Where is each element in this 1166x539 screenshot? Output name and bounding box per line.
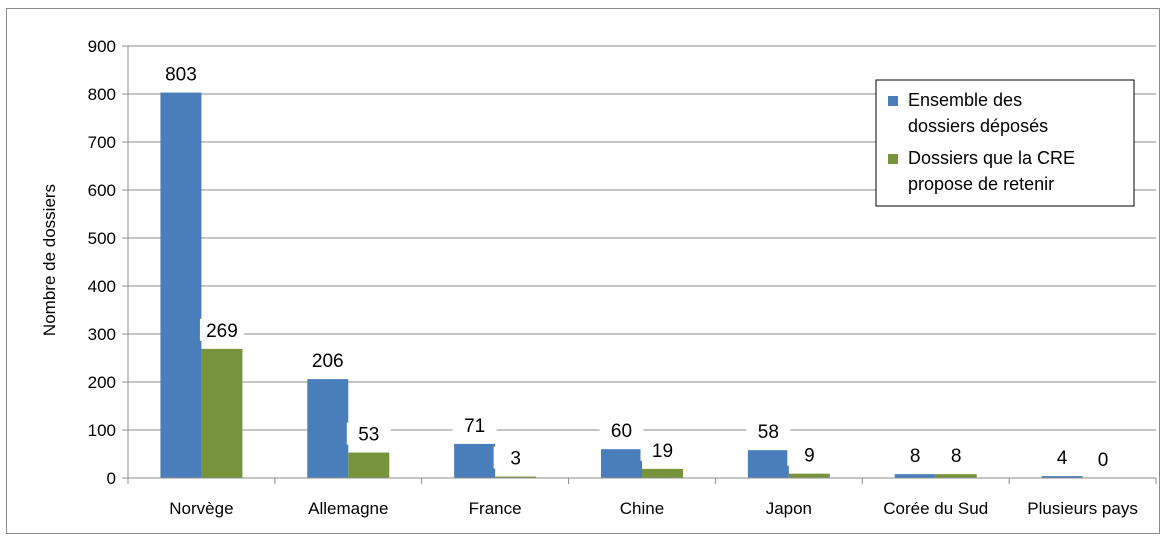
y-tick-label-800: 800 xyxy=(88,85,116,104)
data-label-backdrop-0-1 xyxy=(305,349,350,372)
x-tick-label-0: Norvège xyxy=(169,499,233,518)
y-tick-label-600: 600 xyxy=(88,181,116,200)
data-label-deposes-3: 60 xyxy=(611,421,632,442)
bar-deposes-6 xyxy=(1041,476,1083,478)
data-label-backdrop-1-6 xyxy=(1081,448,1126,470)
bar-deposes-0 xyxy=(160,92,202,478)
bar-deposes-4 xyxy=(747,450,789,478)
legend-box xyxy=(875,79,1135,207)
x-tick-label-6: Plusieurs pays xyxy=(1027,499,1138,518)
legend-label-0-0: Ensemble des xyxy=(908,90,1022,110)
data-label-deposes-6: 4 xyxy=(1057,448,1068,469)
data-label-backdrop-0-0 xyxy=(158,62,203,85)
legend-swatch-1 xyxy=(888,154,898,164)
y-tick-label-100: 100 xyxy=(88,421,116,440)
x-tick-label-1: Allemagne xyxy=(308,499,388,518)
data-label-deposes-4: 58 xyxy=(758,422,779,443)
legend-label-0-1: dossiers déposés xyxy=(908,116,1048,136)
data-label-backdrop-1-5 xyxy=(934,444,979,467)
bar-retenus-0 xyxy=(201,348,243,478)
y-tick-label-400: 400 xyxy=(88,277,116,296)
bar-deposes-3 xyxy=(601,449,642,478)
y-tick-label-300: 300 xyxy=(88,325,116,344)
bar-deposes-2 xyxy=(454,443,496,478)
bar-retenus-3 xyxy=(642,468,683,478)
data-label-deposes-5: 8 xyxy=(910,446,921,467)
bar-deposes-1 xyxy=(307,379,349,478)
data-label-deposes-0: 803 xyxy=(165,65,197,86)
legend-label-1-0: Dossiers que la CRE xyxy=(908,148,1075,168)
data-label-backdrop-1-0 xyxy=(199,318,244,341)
y-tick-label-200: 200 xyxy=(88,373,116,392)
data-labels: 803 269 206 53 71 3 60 19 58 9 8 8 4 0 xyxy=(158,62,1126,471)
data-label-retenus-0: 269 xyxy=(206,321,238,342)
x-tick-label-2: France xyxy=(469,499,522,518)
data-label-retenus-3: 19 xyxy=(652,441,673,462)
legend-label-1-1: propose de retenir xyxy=(908,174,1054,194)
data-label-backdrop-1-3 xyxy=(640,438,685,461)
y-tick-label-0: 0 xyxy=(107,469,116,488)
y-tick-label-700: 700 xyxy=(88,133,116,152)
data-label-retenus-1: 53 xyxy=(358,425,379,446)
legend: Ensemble des dossiers déposés Dossiers que… xyxy=(875,79,1135,207)
bar-retenus-5 xyxy=(935,474,977,478)
data-label-backdrop-0-4 xyxy=(746,420,791,443)
data-label-backdrop-0-2 xyxy=(452,413,497,436)
legend-swatch-0 xyxy=(888,96,898,106)
data-label-deposes-1: 206 xyxy=(312,351,344,372)
data-label-backdrop-1-2 xyxy=(493,446,538,469)
data-label-retenus-5: 8 xyxy=(951,446,962,467)
bar-retenus-1 xyxy=(348,452,390,478)
data-label-backdrop-1-4 xyxy=(787,443,832,466)
bar-retenus-2 xyxy=(495,476,537,478)
x-tick-label-3: Chine xyxy=(620,499,664,518)
data-label-retenus-4: 9 xyxy=(804,446,815,467)
data-label-retenus-2: 3 xyxy=(510,449,521,470)
data-label-backdrop-0-3 xyxy=(599,419,644,442)
x-tick-label-5: Corée du Sud xyxy=(883,499,988,518)
bars xyxy=(160,92,1083,478)
y-axis-label: Nombre de dossiers xyxy=(40,184,59,336)
bar-deposes-5 xyxy=(894,474,936,478)
bar-retenus-4 xyxy=(788,473,830,478)
y-tick-label-500: 500 xyxy=(88,229,116,248)
y-tick-label-900: 900 xyxy=(88,37,116,56)
data-label-retenus-6: 0 xyxy=(1098,450,1109,471)
data-label-deposes-2: 71 xyxy=(464,416,485,437)
data-label-backdrop-0-5 xyxy=(893,444,938,467)
x-tick-label-4: Japon xyxy=(766,499,812,518)
data-label-backdrop-1-1 xyxy=(346,422,391,445)
data-label-backdrop-0-6 xyxy=(1040,446,1085,469)
